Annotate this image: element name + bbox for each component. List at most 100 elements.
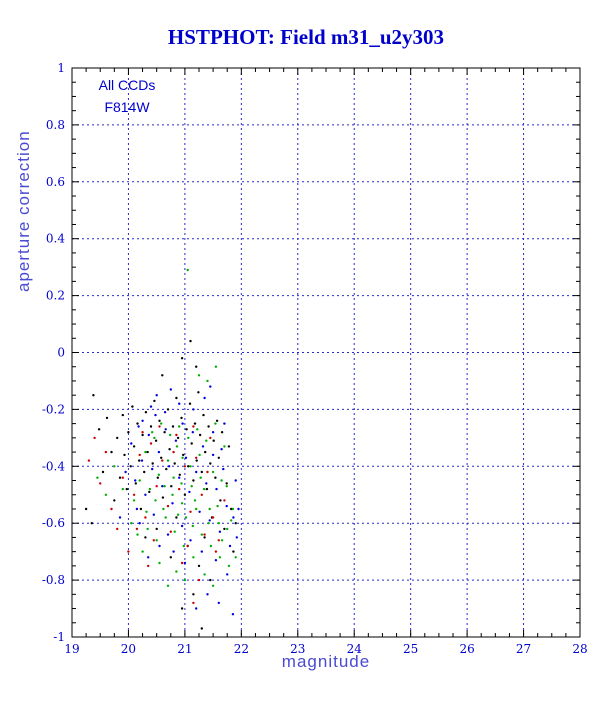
data-point: [158, 544, 161, 548]
annotation-filter-label: F814W: [104, 99, 150, 115]
data-point: [136, 533, 139, 536]
data-point: [230, 507, 233, 511]
data-point: [138, 453, 141, 457]
data-point: [110, 450, 113, 454]
data-point: [171, 425, 175, 428]
data-point: [205, 482, 208, 485]
annotation-ccds-label: All CCDs: [98, 77, 156, 93]
data-point: [231, 507, 235, 511]
data-point: [168, 448, 171, 451]
data-point: [166, 408, 170, 411]
data-point: [201, 445, 205, 448]
data-point: [214, 365, 218, 368]
data-point: [178, 402, 181, 405]
data-point: [130, 522, 133, 525]
data-point: [226, 573, 229, 576]
data-point: [161, 459, 164, 462]
data-point: [195, 365, 198, 368]
data-point: [169, 388, 172, 391]
data-point: [232, 516, 235, 519]
data-point: [204, 450, 207, 454]
data-point: [116, 527, 119, 531]
data-point: [195, 607, 198, 610]
data-point: [160, 422, 163, 425]
data-point: [141, 419, 144, 422]
data-point: [206, 593, 209, 596]
data-point: [104, 493, 108, 496]
data-point: [154, 439, 158, 442]
data-point: [190, 442, 193, 445]
data-point: [199, 476, 202, 479]
data-point: [134, 479, 137, 482]
data-point: [148, 487, 152, 491]
data-point: [180, 607, 184, 610]
data-point: [223, 499, 226, 502]
data-point: [214, 559, 218, 562]
data-point: [209, 462, 212, 465]
data-point: [181, 422, 184, 425]
data-point: [176, 513, 180, 516]
data-point: [202, 487, 206, 491]
data-point: [173, 462, 176, 465]
data-point: [188, 402, 192, 405]
data-point: [164, 428, 167, 431]
data-point: [152, 539, 155, 542]
data-point: [155, 539, 158, 542]
data-point: [110, 507, 113, 511]
data-point: [174, 439, 178, 442]
data-point: [200, 550, 203, 553]
data-point: [165, 467, 168, 471]
data-point: [195, 507, 198, 511]
data-point: [203, 396, 206, 400]
data-point: [214, 476, 217, 479]
data-point: [153, 399, 156, 403]
y-tick-label: 0.4: [46, 232, 65, 246]
data-point: [217, 456, 220, 459]
data-point: [212, 439, 215, 442]
data-point: [104, 450, 108, 454]
data-point: [169, 556, 172, 559]
data-point: [185, 428, 188, 431]
data-point: [127, 431, 130, 434]
data-point: [220, 448, 223, 451]
data-point: [203, 533, 206, 536]
data-point: [127, 550, 130, 553]
data-point: [172, 550, 175, 553]
data-point: [135, 527, 139, 531]
data-point: [223, 445, 226, 448]
data-point: [209, 436, 212, 440]
data-point: [141, 550, 144, 553]
data-point: [118, 516, 122, 519]
data-point: [175, 433, 178, 437]
data-point: [169, 433, 172, 437]
x-tick-label: 19: [64, 642, 79, 656]
data-point: [158, 425, 161, 428]
y-tick-label: -0.2: [42, 402, 65, 416]
data-point: [180, 357, 184, 360]
data-point: [230, 519, 233, 522]
data-point: [200, 627, 203, 630]
data-point: [231, 613, 235, 616]
y-tick-label: -1: [53, 630, 65, 644]
x-tick-label: 24: [347, 642, 363, 656]
data-point: [205, 487, 209, 491]
data-point: [96, 476, 99, 479]
data-point: [218, 530, 222, 533]
data-point: [157, 450, 161, 454]
data-point: [153, 436, 156, 440]
data-point: [149, 405, 153, 408]
data-point: [166, 504, 170, 508]
data-point: [208, 507, 211, 511]
x-tick-label: 23: [290, 642, 305, 656]
data-point: [147, 556, 150, 559]
data-point: [234, 522, 237, 525]
data-point: [200, 533, 203, 536]
data-point: [139, 507, 143, 511]
data-point: [209, 385, 212, 388]
data-point: [161, 496, 165, 499]
data-point: [149, 425, 153, 428]
data-point: [163, 431, 166, 434]
data-point: [227, 564, 231, 568]
data-point: [227, 445, 231, 448]
